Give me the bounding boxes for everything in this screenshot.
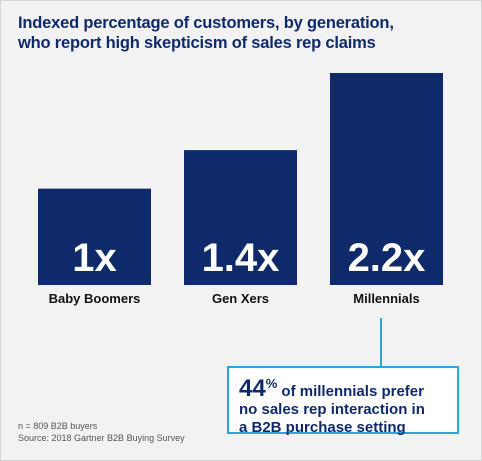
footnote: n = 809 B2B buyers Source: 2018 Gartner …	[18, 420, 185, 444]
callout-line-2: no sales rep interaction in	[239, 401, 425, 418]
chart-title-line-2: who report high skepticism of sales rep …	[18, 34, 376, 52]
bar-millennials	[330, 73, 443, 285]
callout-line-3: a B2B purchase setting	[239, 419, 406, 436]
bar-value-label: 2.2x	[348, 236, 426, 280]
callout-line-1: 44% of millennials prefer	[239, 375, 447, 401]
category-label: Baby Boomers	[49, 291, 141, 306]
callout-box: 44% of millennials prefer no sales rep i…	[227, 366, 459, 436]
chart-title-line-1: Indexed percentage of customers, by gene…	[18, 14, 394, 32]
callout-percent-sign: %	[265, 376, 278, 391]
footnote-sample-size: n = 809 B2B buyers	[18, 421, 98, 431]
bar-value-label: 1.4x	[202, 236, 280, 280]
bars-group: 1x Baby Boomers 1.4x Gen Xers 2.2x Millennial…	[38, 73, 443, 306]
bar-baby-boomers	[38, 188, 151, 285]
category-label: Gen Xers	[212, 291, 269, 306]
bar-value-label: 1x	[72, 236, 117, 280]
callout-number: 44	[239, 375, 266, 402]
footnote-source: Source: 2018 Gartner B2B Buying Survey	[18, 433, 185, 443]
chart-title: Indexed percentage of customers, by gene…	[18, 13, 458, 53]
callout-line-1-text: of millennials prefer	[277, 383, 424, 400]
category-label: Millennials	[353, 291, 419, 306]
bar-gen-xers	[184, 150, 297, 285]
